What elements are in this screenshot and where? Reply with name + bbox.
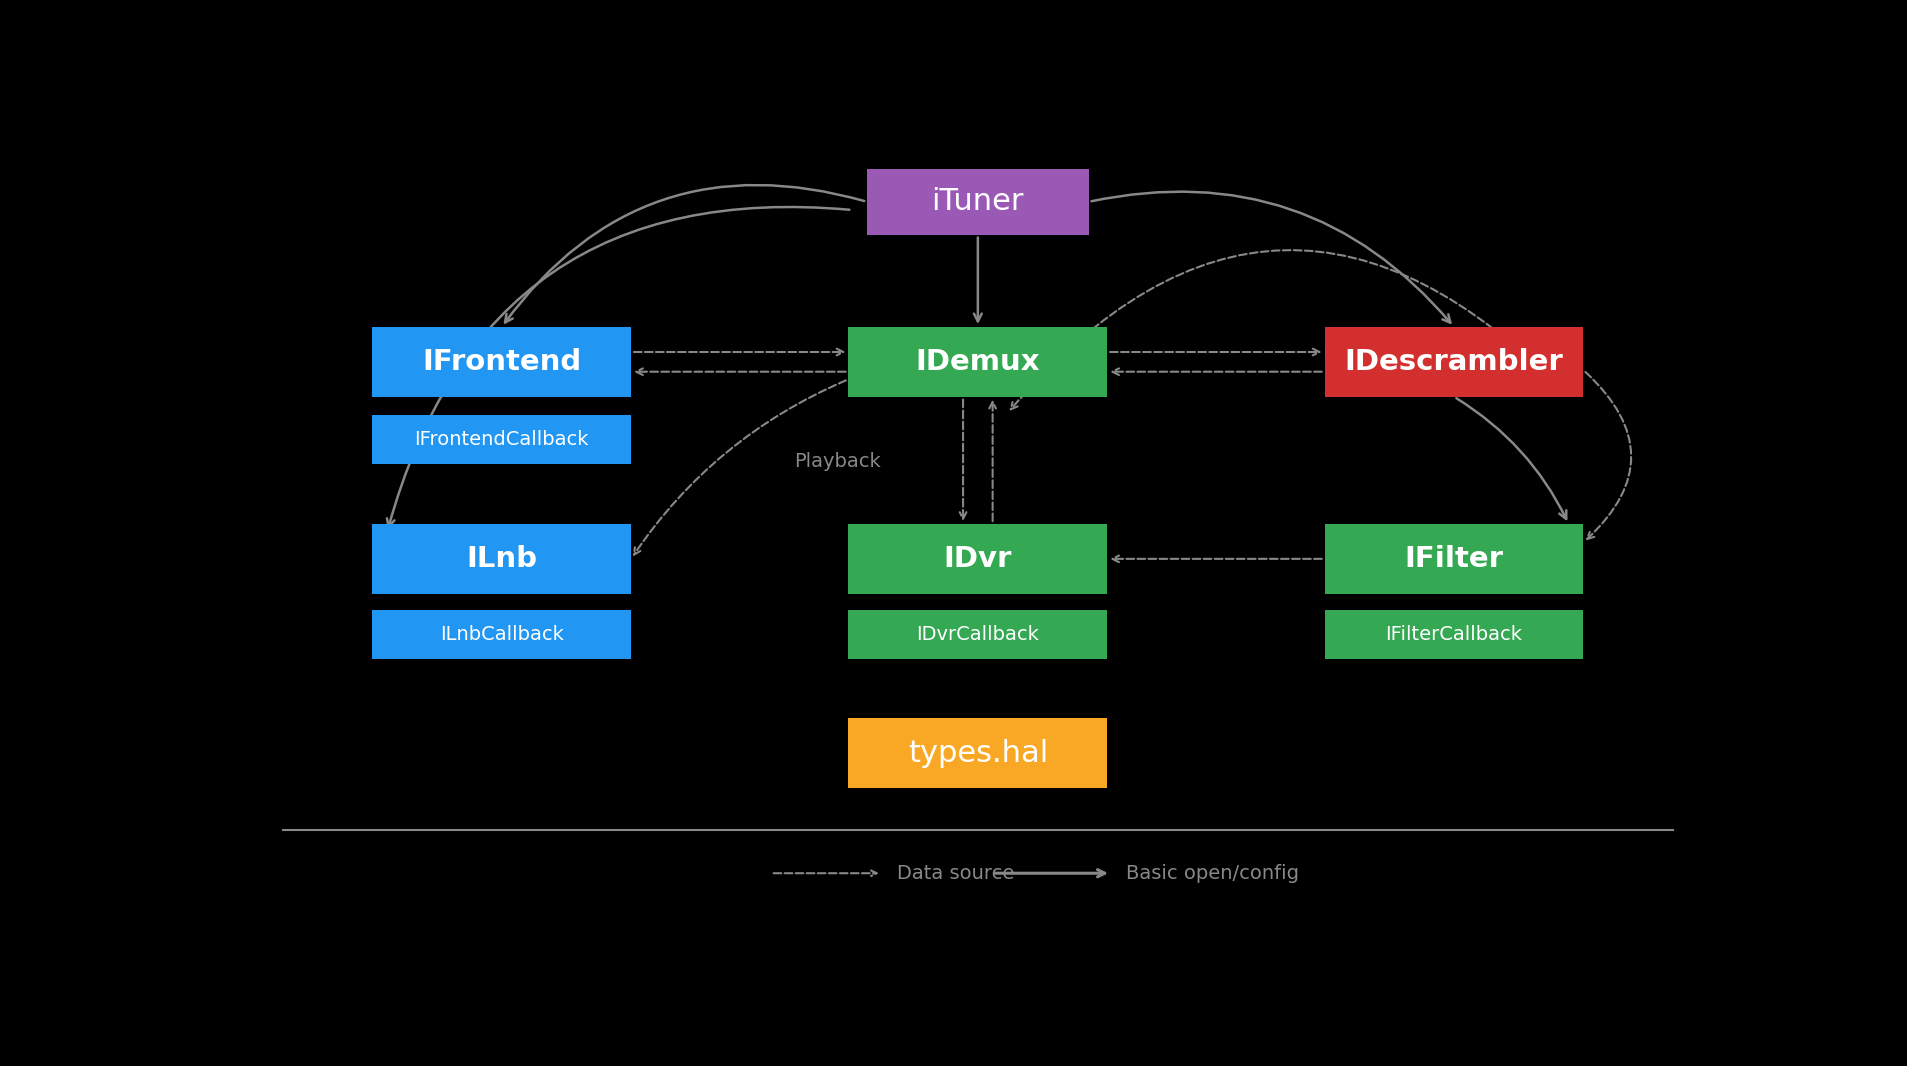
FancyBboxPatch shape <box>849 718 1106 788</box>
Text: IFilter: IFilter <box>1404 545 1503 572</box>
Text: IFilterCallback: IFilterCallback <box>1384 625 1522 644</box>
FancyBboxPatch shape <box>866 168 1089 235</box>
FancyBboxPatch shape <box>1323 524 1583 594</box>
Text: IDemux: IDemux <box>915 348 1039 376</box>
Text: ILnbCallback: ILnbCallback <box>439 625 563 644</box>
Text: iTuner: iTuner <box>931 188 1024 216</box>
Text: IDescrambler: IDescrambler <box>1344 348 1562 376</box>
FancyBboxPatch shape <box>849 610 1106 659</box>
Text: IDvr: IDvr <box>944 545 1011 572</box>
Text: Playback: Playback <box>793 452 881 471</box>
FancyBboxPatch shape <box>849 327 1106 397</box>
FancyBboxPatch shape <box>849 524 1106 594</box>
FancyBboxPatch shape <box>372 524 631 594</box>
FancyBboxPatch shape <box>1323 610 1583 659</box>
Text: ILnb: ILnb <box>465 545 538 572</box>
Text: types.hal: types.hal <box>908 739 1047 768</box>
Text: Basic open/config: Basic open/config <box>1125 863 1299 883</box>
FancyBboxPatch shape <box>1323 327 1583 397</box>
FancyBboxPatch shape <box>372 415 631 465</box>
Text: IFrontendCallback: IFrontendCallback <box>414 431 589 450</box>
Text: IDvrCallback: IDvrCallback <box>915 625 1039 644</box>
Text: Data source: Data source <box>896 863 1013 883</box>
Text: IFrontend: IFrontend <box>421 348 582 376</box>
FancyBboxPatch shape <box>372 610 631 659</box>
FancyBboxPatch shape <box>372 327 631 397</box>
